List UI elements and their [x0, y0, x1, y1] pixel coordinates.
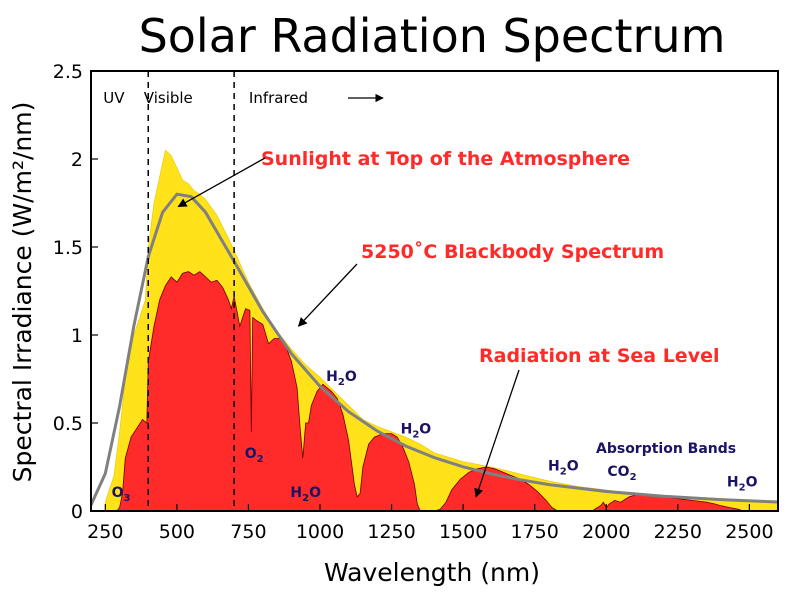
x-tick-label-1750: 1750 [511, 521, 559, 543]
annotation-arrow-0 [177, 157, 266, 208]
absorption-label-base: H [727, 474, 739, 490]
region-label-infrared: Infrared [249, 89, 308, 107]
y-tick-label-0: 0 [71, 501, 83, 523]
absorption-label-subscript: 2 [630, 472, 637, 483]
chart-title-group: Solar Radiation Spectrum [139, 9, 726, 63]
plot-area: UV Visible Infrared 250 500 750 1000 1250 1500 17… [53, 61, 779, 543]
y-axis-label: Spectral Irradiance (W/m²/nm) [8, 102, 37, 483]
x-tick-label-250: 250 [87, 521, 123, 543]
absorption-label-1: O2 [245, 446, 264, 465]
y-tick-label-1: 1 [71, 325, 83, 347]
absorption-label-6: CO2 [607, 464, 636, 483]
annotation-arrow-1 [297, 263, 358, 327]
absorption-label-base: H [290, 485, 302, 501]
x-tick-label-2250: 2250 [654, 521, 702, 543]
absorption-label-subscript: 2 [412, 430, 419, 441]
x-axis-label: Wavelength (nm) [324, 558, 540, 587]
chart-title: Solar Radiation Spectrum [139, 9, 726, 63]
absorption-label-0: O3 [112, 485, 131, 504]
absorption-label-base: H [326, 369, 338, 385]
absorption-label-base: H [548, 459, 560, 475]
x-tick-label-2000: 2000 [582, 521, 630, 543]
absorption-label-base: H [401, 422, 413, 438]
x-tick-label-1500: 1500 [439, 521, 487, 543]
absorption-label-subscript: 2 [560, 467, 567, 478]
absorption-bands-title: Absorption Bands [596, 441, 736, 457]
x-tick-label-2500: 2500 [725, 521, 773, 543]
y-tick-label-2: 2 [71, 149, 83, 171]
absorption-label-subscript: 2 [257, 454, 264, 465]
absorption-label-4: H2O [401, 422, 432, 441]
x-tick-label-1000: 1000 [296, 521, 344, 543]
x-tick-label-500: 500 [159, 521, 195, 543]
absorption-label-subscript: 3 [124, 493, 131, 504]
absorption-label-tail: O [567, 459, 579, 475]
region-label-visible: Visible [144, 89, 193, 107]
absorption-label-2: H2O [290, 485, 321, 504]
y-tick-label-1.5: 1.5 [53, 237, 83, 259]
absorption-label-tail: O [345, 369, 357, 385]
annotation-label-2: Radiation at Sea Level [479, 345, 719, 367]
absorption-label-subscript: 2 [338, 377, 345, 388]
absorption-label-3: H2O [326, 369, 357, 388]
absorption-label-7: H2O [727, 474, 758, 493]
x-tick-label-750: 750 [230, 521, 266, 543]
absorption-label-tail: O [746, 474, 758, 490]
absorption-label-base: O [245, 446, 257, 462]
y-tick-label-2.5: 2.5 [53, 61, 83, 83]
annotation-arrow-2 [474, 369, 520, 498]
annotation-label-1: 5250˚C Blackbody Spectrum [361, 240, 664, 263]
absorption-label-subscript: 2 [302, 493, 309, 504]
region-label-uv: UV [103, 89, 125, 107]
absorption-label-tail: O [419, 422, 431, 438]
annotation-label-0: Sunlight at Top of the Atmosphere [261, 148, 630, 170]
absorption-label-subscript: 2 [739, 482, 746, 493]
plot-frame [90, 70, 779, 512]
absorption-label-tail: O [309, 485, 321, 501]
series-blackbody-line [91, 192, 778, 506]
y-tick-label-0.5: 0.5 [53, 413, 83, 435]
absorption-label-5: H2O [548, 459, 579, 478]
absorption-label-base: O [112, 485, 124, 501]
absorption-label-base: CO [607, 464, 629, 480]
x-tick-label-1250: 1250 [367, 521, 415, 543]
